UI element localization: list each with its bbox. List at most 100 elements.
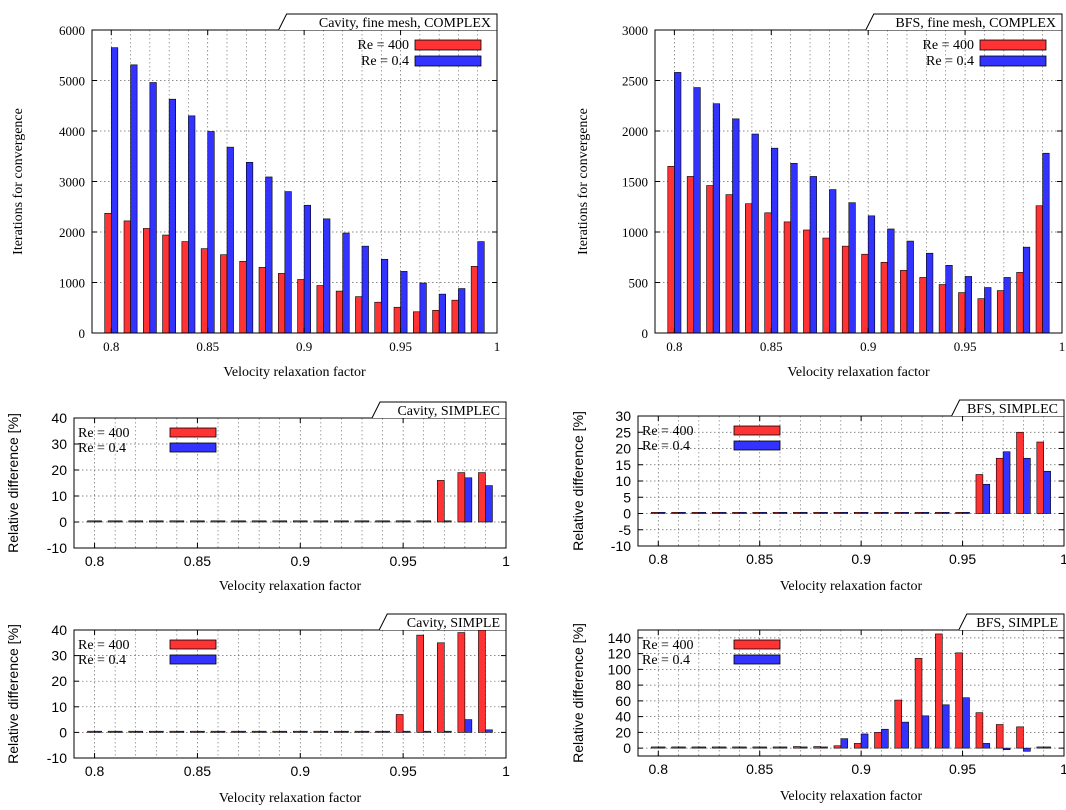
- y-tick-label: -10: [611, 538, 631, 554]
- re400-bar: [935, 511, 943, 514]
- re400-bar: [436, 642, 445, 733]
- re400-bar: [919, 277, 927, 334]
- re04-bar: [342, 232, 350, 334]
- re04-bar: [941, 511, 950, 514]
- x-axis-label: Velocity relaxation factor: [787, 365, 930, 380]
- re04-bar: [419, 282, 427, 334]
- y-tick-label: 80: [615, 677, 631, 693]
- re04-bar: [1002, 451, 1011, 514]
- re400-bar: [258, 267, 266, 334]
- re400-bar: [955, 652, 963, 749]
- y-tick-label: 2000: [59, 225, 85, 240]
- x-tick-label: 1: [502, 763, 510, 779]
- re400-legend-swatch: [414, 39, 482, 51]
- re400-bar: [297, 279, 305, 334]
- re04-bar: [155, 520, 164, 523]
- re04-bar: [881, 511, 889, 514]
- re04-bar: [820, 746, 828, 749]
- y-axis-label: Relative difference [%]: [570, 411, 586, 551]
- re400-bar: [355, 296, 363, 334]
- re04-bar: [361, 520, 370, 523]
- re04-bar: [226, 146, 234, 334]
- y-tick-label: 10: [51, 488, 67, 504]
- re400-bar: [128, 730, 137, 733]
- x-tick-label: 0.85: [760, 339, 783, 354]
- re400-bar: [671, 746, 679, 749]
- re400-legend-swatch: [733, 639, 781, 650]
- re04-bar: [197, 730, 205, 733]
- re400-bar: [313, 520, 322, 523]
- re400-bar: [894, 699, 903, 749]
- re04-bar: [279, 730, 288, 733]
- y-tick-label: 5000: [59, 74, 85, 89]
- re400-bar: [803, 229, 811, 334]
- y-tick-label: 4000: [59, 124, 85, 139]
- y-tick-label: 1000: [59, 276, 85, 291]
- re04-bar: [443, 520, 452, 523]
- re04-bar: [848, 202, 856, 334]
- re400-bar: [894, 511, 903, 514]
- x-tick-label: 1: [1060, 761, 1066, 777]
- re400-bar: [143, 228, 151, 334]
- re400-bar: [711, 746, 720, 749]
- re400-bar: [162, 234, 170, 334]
- re400-bar: [190, 520, 198, 523]
- ticks: 0.8 0.85 0.9 0.95 1 -10 0 10 20 30 40: [47, 622, 510, 779]
- re400-bar: [793, 511, 801, 514]
- re400-bar: [412, 311, 421, 334]
- title-frame: [865, 13, 1063, 31]
- re400-bar: [667, 166, 675, 334]
- legend-label: Re = 0.4: [926, 54, 974, 69]
- re04-bar: [964, 276, 972, 334]
- re400-bar: [272, 520, 281, 523]
- re400-bar: [123, 220, 131, 334]
- y-tick-label: 30: [51, 436, 67, 452]
- x-tick-label: 0.85: [746, 551, 773, 567]
- chart-title-box: Cavity, fine mesh, COMPLEX: [278, 13, 498, 31]
- re04-bar: [1023, 457, 1031, 514]
- y-tick-label: 100: [608, 661, 632, 677]
- bars: [651, 431, 1051, 514]
- x-tick-label: 0.8: [666, 339, 682, 354]
- re04-bar: [984, 287, 992, 334]
- chart-title: Cavity, SIMPLEC: [397, 404, 500, 419]
- title-frame: [278, 13, 498, 31]
- re400-bar: [651, 511, 659, 514]
- re04-bar: [657, 511, 666, 514]
- y-tick-label: 0: [59, 514, 67, 530]
- chart-title-box: BFS, SIMPLE: [958, 613, 1065, 631]
- re04-bar: [790, 163, 798, 334]
- x-tick-label: 0.8: [649, 551, 669, 567]
- legend-label: Re = 400: [78, 638, 129, 653]
- y-tick-label: 10: [615, 473, 631, 489]
- plot-frame: [637, 629, 1065, 757]
- re400-bar: [874, 732, 882, 749]
- x-tick-label: 0.9: [860, 339, 876, 354]
- x-axis-label: Velocity relaxation factor: [780, 579, 923, 594]
- re04-bar: [323, 218, 331, 334]
- re400-bar: [375, 730, 383, 733]
- re04-bar: [867, 215, 876, 334]
- re04-bar: [718, 746, 727, 749]
- re04-bar: [759, 511, 767, 514]
- re400-bar: [752, 511, 761, 514]
- re04-bar: [477, 241, 485, 334]
- y-tick-label: 25: [615, 424, 631, 440]
- re04-bar: [361, 730, 370, 733]
- x-tick-label: 0.8: [85, 553, 105, 569]
- y-axis-label: Iterations for convergence: [576, 108, 591, 255]
- re04-bar: [94, 520, 102, 523]
- re04-bar: [320, 730, 329, 733]
- chart-bfs-complex: 0.8 0.85 0.9 0.95 1 0 500 1000 1500 2000 2500 3000 V…: [576, 13, 1065, 380]
- bars: [651, 633, 1051, 752]
- title-frame: [958, 613, 1065, 631]
- re400-bar: [833, 745, 842, 749]
- re04-bar: [1042, 152, 1050, 334]
- re400-bar: [711, 511, 720, 514]
- re400-bar: [691, 511, 700, 514]
- y-tick-label: 20: [615, 441, 631, 457]
